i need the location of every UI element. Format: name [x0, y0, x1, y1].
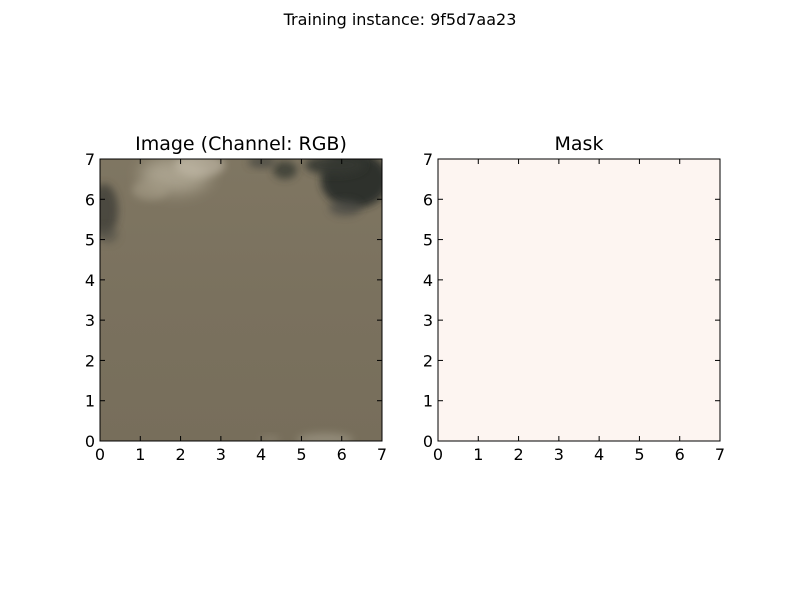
image-x-tick-label: 7: [377, 445, 387, 464]
figure-suptitle: Training instance: 9f5d7aa23: [283, 10, 517, 29]
mask-y-tick-label: 1: [423, 392, 433, 411]
image-y-tick-label: 5: [85, 231, 95, 250]
image-y-tick-label: 4: [85, 271, 95, 290]
image-x-tick-label: 5: [296, 445, 306, 464]
mask-y-tick-label: 7: [423, 150, 433, 169]
image-x-tick-label: 0: [95, 445, 105, 464]
mask-axes-frame: [437, 158, 721, 442]
image-y-tick-label: 3: [85, 311, 95, 330]
mask-y-tick-label: 0: [423, 432, 433, 451]
mask-x-tick-label: 1: [473, 445, 483, 464]
image-y-tick-label: 2: [85, 351, 95, 370]
mask-x-tick-label: 5: [634, 445, 644, 464]
mask-y-tick-label: 2: [423, 351, 433, 370]
image-panel-title: Image (Channel: RGB): [135, 133, 347, 155]
image-y-tick-label: 0: [85, 432, 95, 451]
image-x-tick-label: 4: [256, 445, 266, 464]
mask-x-tick-label: 7: [715, 445, 725, 464]
image-x-tick-label: 1: [135, 445, 145, 464]
image-x-tick-label: 6: [337, 445, 347, 464]
image-y-tick-label: 6: [85, 190, 95, 209]
image-x-tick-label: 2: [175, 445, 185, 464]
mask-axes-ticks: 0 1 2 3 4 5 6 7 0 1 2 3 4 5 6 7: [423, 150, 725, 464]
satellite-image: [100, 159, 382, 441]
mask-image: [438, 159, 720, 441]
mask-y-tick-label: 6: [423, 190, 433, 209]
mask-x-tick-label: 3: [554, 445, 564, 464]
mask-x-tick-label: 4: [594, 445, 604, 464]
mask-panel-title: Mask: [554, 133, 604, 155]
mask-y-tick-label: 4: [423, 271, 433, 290]
mask-y-tick-label: 5: [423, 231, 433, 250]
mask-x-tick-label: 2: [513, 445, 523, 464]
mask-x-tick-label: 0: [433, 445, 443, 464]
image-axes-ticks: 0 1 2 3 4 5 6 7 0 1 2 3 4 5 6 7: [85, 150, 387, 464]
mask-y-tick-label: 3: [423, 311, 433, 330]
mask-x-tick-label: 6: [675, 445, 685, 464]
image-axes-frame: [99, 158, 383, 442]
image-y-tick-label: 1: [85, 392, 95, 411]
image-x-tick-label: 3: [216, 445, 226, 464]
image-y-tick-label: 7: [85, 150, 95, 169]
